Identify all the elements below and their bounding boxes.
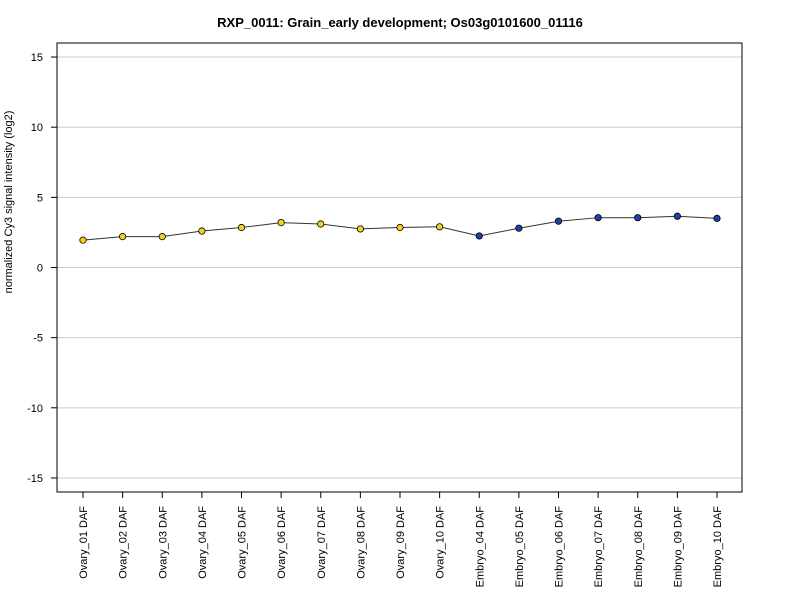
- data-point: [317, 220, 325, 228]
- x-tick-label: Embryo_05 DAF: [514, 506, 526, 588]
- grid-lines: [57, 56, 742, 479]
- x-tick-label: Ovary_04 DAF: [197, 506, 209, 579]
- y-axis-label: normalized Cy3 signal intensity (log2): [3, 111, 15, 294]
- data-point: [436, 223, 444, 231]
- y-tick-label: 10: [31, 122, 43, 134]
- x-tick-label: Ovary_07 DAF: [316, 506, 328, 579]
- x-tick-label: Embryo_10 DAF: [712, 506, 724, 588]
- data-point: [237, 223, 246, 232]
- x-tick-label: Embryo_04 DAF: [474, 506, 486, 588]
- x-tick-label: Embryo_07 DAF: [593, 506, 605, 588]
- x-tick-label: Embryo_06 DAF: [554, 506, 566, 588]
- data-point: [198, 227, 206, 235]
- x-tick-label: Ovary_10 DAF: [435, 506, 447, 579]
- x-tick-label: Ovary_01 DAF: [78, 506, 90, 579]
- chart-title: RXP_0011: Grain_early development; Os03g…: [217, 15, 583, 30]
- x-tick-label: Ovary_02 DAF: [118, 506, 130, 579]
- y-tick-label: 5: [37, 192, 43, 204]
- y-tick-label: -15: [27, 473, 43, 485]
- data-point: [594, 214, 602, 222]
- data-point: [356, 225, 364, 233]
- x-tick-label: Ovary_08 DAF: [355, 506, 367, 579]
- x-tick-label: Ovary_05 DAF: [237, 506, 249, 579]
- x-tick-label: Ovary_06 DAF: [276, 506, 288, 579]
- data-point: [673, 212, 681, 220]
- x-tick-label: Embryo_09 DAF: [672, 506, 684, 588]
- data-point: [79, 236, 87, 244]
- series: [79, 212, 721, 244]
- data-point: [158, 233, 166, 241]
- data-point: [515, 224, 523, 232]
- y-tick-label: -5: [33, 333, 43, 345]
- x-tick-label: Ovary_03 DAF: [157, 506, 169, 579]
- data-point: [634, 214, 642, 222]
- x-tick-label: Ovary_09 DAF: [395, 506, 407, 579]
- data-point: [396, 223, 404, 232]
- x-axis: Ovary_01 DAF Ovary_02 DAF Ovary_03 DAF Ovar…: [78, 492, 724, 587]
- y-tick-label: 0: [37, 263, 43, 275]
- y-axis: -15 -10 -5 0 5 10 15: [27, 52, 57, 485]
- data-point: [713, 214, 721, 222]
- data-point: [277, 219, 285, 227]
- x-tick-label: Embryo_08 DAF: [633, 506, 645, 588]
- data-point: [475, 232, 483, 240]
- data-point: [119, 233, 127, 241]
- y-tick-label: -10: [27, 403, 43, 415]
- data-point: [554, 217, 563, 225]
- y-tick-label: 15: [31, 52, 43, 64]
